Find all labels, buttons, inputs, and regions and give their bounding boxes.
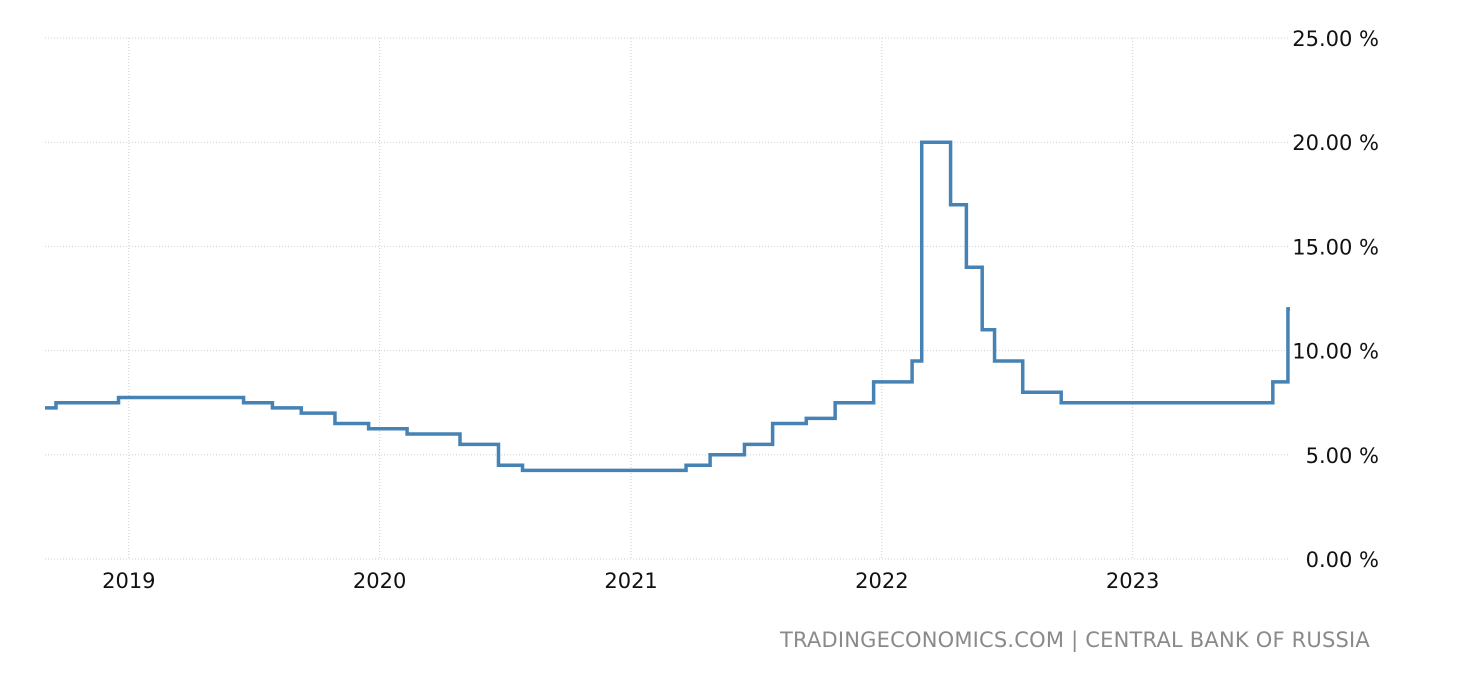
series-group: [45, 140, 1290, 473]
y-gridlines: [45, 37, 1290, 560]
source-label: TRADINGECONOMICS.COM | CENTRAL BANK OF R…: [779, 628, 1370, 652]
series-line: [45, 140, 1290, 473]
y-tick-label: 0.00 %: [1306, 548, 1379, 572]
y-tick-label: 10.00 %: [1292, 340, 1379, 364]
x-tick-label: 2019: [102, 569, 155, 593]
y-axis-ticks: 0.00 % 5.00 % 10.00 % 15.00 % 20.00 % 25.00 %: [1292, 27, 1379, 572]
y-tick-label: 20.00 %: [1292, 131, 1379, 155]
x-tick-label: 2020: [353, 569, 406, 593]
x-tick-label: 2022: [855, 569, 908, 593]
y-tick-label: 25.00 %: [1292, 27, 1379, 51]
y-tick-label: 15.00 %: [1292, 235, 1379, 259]
x-tick-label: 2023: [1106, 569, 1159, 593]
x-tick-label: 2021: [604, 569, 657, 593]
y-tick-label: 5.00 %: [1306, 444, 1379, 468]
x-axis-ticks: 2019 2020 2021 2022 2023: [102, 569, 1159, 593]
